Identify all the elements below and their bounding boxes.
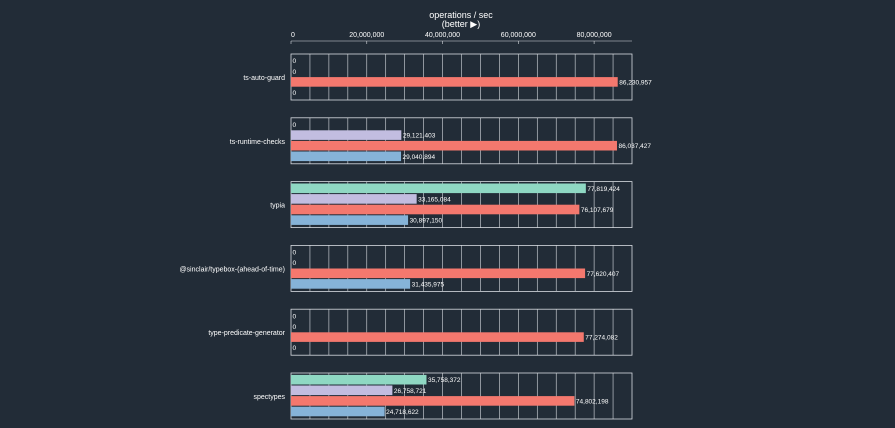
data-label: 26,758,721: [394, 388, 427, 395]
category-label: typia: [270, 203, 285, 210]
data-label: 0: [293, 90, 297, 97]
bar: [291, 332, 584, 342]
x-tick-label: 40,000,000: [425, 32, 460, 39]
data-label: 77,819,424: [587, 186, 620, 193]
data-label: 0: [293, 260, 297, 267]
bar: [291, 152, 401, 162]
bar: [291, 407, 385, 417]
data-label: 33,165,084: [418, 196, 451, 203]
bar: [291, 279, 410, 289]
data-label: 76,107,679: [581, 207, 614, 214]
bar: [291, 194, 417, 204]
category-panel: typia 77,819,424 33,165,084 76,107,679 30,89…: [270, 182, 632, 228]
category-label: ts-runtime-checks: [230, 139, 286, 146]
chart-subtitle: (better ▶): [442, 19, 480, 29]
data-label: 86,230,957: [619, 79, 652, 86]
x-tick-label: 60,000,000: [501, 32, 536, 39]
data-label: 30,897,150: [410, 218, 443, 225]
x-tick-label: 80,000,000: [577, 32, 612, 39]
data-label: 0: [293, 250, 297, 257]
data-label: 74,802,198: [576, 398, 609, 405]
chart-panels: ts-auto-guard0086,230,9570ts-runtime-che…: [179, 54, 652, 419]
bar: [291, 215, 408, 225]
benchmark-chart: operations / sec (better ▶) 0 20,000,000 4…: [0, 0, 895, 428]
bar: [291, 205, 579, 215]
data-label: 29,040,894: [403, 154, 436, 161]
data-label: 35,758,372: [428, 377, 461, 384]
data-label: 31,435,975: [412, 281, 445, 288]
data-label: 0: [293, 122, 297, 129]
x-axis: 0 20,000,000 40,000,000 60,000,000 80,000,00…: [291, 32, 632, 44]
x-tick-label: 20,000,000: [349, 32, 384, 39]
bar: [291, 269, 585, 279]
category-panel: ts-auto-guard 0 0 86,230,957 0: [243, 54, 652, 100]
bar: [291, 77, 618, 87]
bar: [291, 130, 401, 140]
data-label: 77,274,082: [585, 335, 618, 342]
bar: [291, 141, 617, 151]
category-panel: ts-runtime-checks 0 29,121,403 86,037,427 29…: [230, 118, 652, 164]
bar: [291, 386, 392, 396]
data-label: 77,620,407: [587, 271, 620, 278]
data-label: 29,121,403: [403, 133, 436, 140]
category-panel: @sinclair/typebox-(ahead-of-time) 0 0 77,62…: [179, 245, 632, 291]
category-label: @sinclair/typebox-(ahead-of-time): [179, 266, 285, 273]
category-label: ts-auto-guard: [243, 75, 285, 82]
category-label: type-predicate-generator: [208, 330, 285, 337]
bar: [291, 396, 574, 406]
category-panel: type-predicate-generator 0 0 77,274,082 0: [208, 309, 632, 355]
data-label: 86,037,427: [618, 143, 651, 150]
data-label: 0: [293, 69, 297, 76]
bar: [291, 184, 586, 194]
x-tick-label: 0: [291, 32, 295, 39]
data-label: 0: [293, 345, 297, 352]
data-label: 24,718,622: [386, 409, 419, 416]
bar: [291, 375, 426, 385]
category-label: spectypes: [253, 394, 285, 401]
data-label: 0: [293, 313, 297, 320]
data-label: 0: [293, 324, 297, 331]
data-label: 0: [293, 58, 297, 65]
